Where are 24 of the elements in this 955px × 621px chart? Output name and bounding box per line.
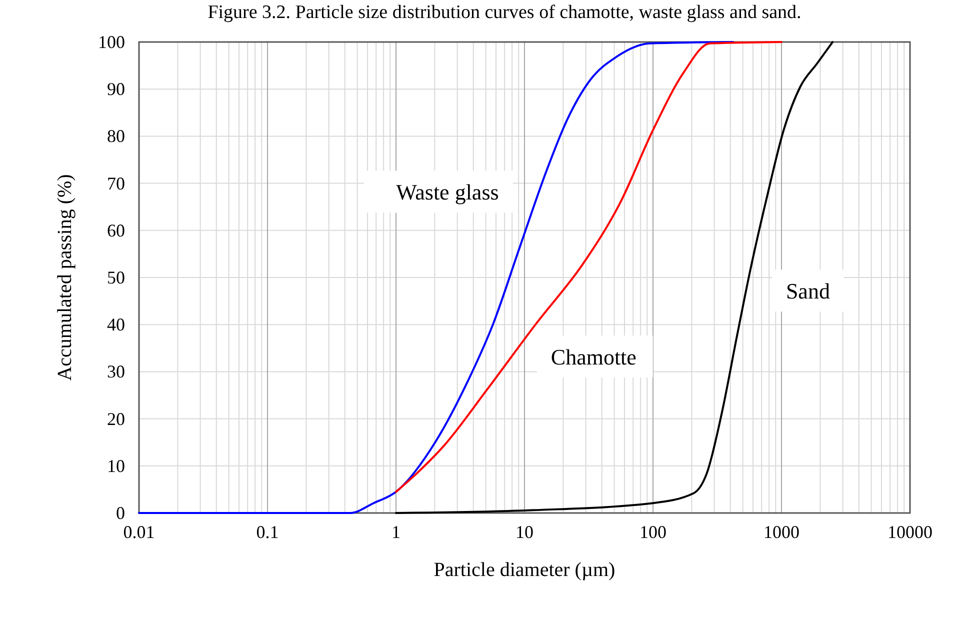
y-tick-label: 70 [107, 173, 125, 194]
y-tick-label: 0 [116, 503, 125, 523]
series-label: Sand [786, 278, 830, 304]
x-tick-label: 1 [392, 522, 400, 542]
y-tick-label: 40 [107, 314, 125, 335]
y-tick-label: 60 [107, 220, 125, 240]
y-tick-label: 20 [107, 408, 125, 429]
series-label: Waste glass [396, 180, 499, 205]
x-tick-label: 10000 [888, 522, 932, 542]
x-tick-label: 100 [640, 522, 666, 542]
y-tick-label: 90 [107, 79, 125, 100]
chart-title: Figure 3.2. Particle size distribution curves of chamotte, waste glass and sand. [208, 2, 802, 23]
y-tick-label: 80 [107, 126, 125, 146]
x-tick-label: 1000 [764, 522, 800, 542]
x-axis-title: Particle diameter (µm) [434, 559, 616, 581]
y-axis-title: Accumulated passing (%) [54, 174, 76, 381]
x-tick-label: 0.1 [256, 522, 279, 542]
x-tick-label: 0.01 [123, 522, 155, 542]
x-tick-label: 10 [516, 522, 534, 542]
y-tick-label: 100 [98, 32, 125, 52]
y-tick-label: 50 [107, 268, 125, 288]
y-tick-label: 30 [107, 362, 125, 382]
series-label: Chamotte [550, 344, 636, 370]
y-tick-label: 10 [107, 456, 125, 476]
